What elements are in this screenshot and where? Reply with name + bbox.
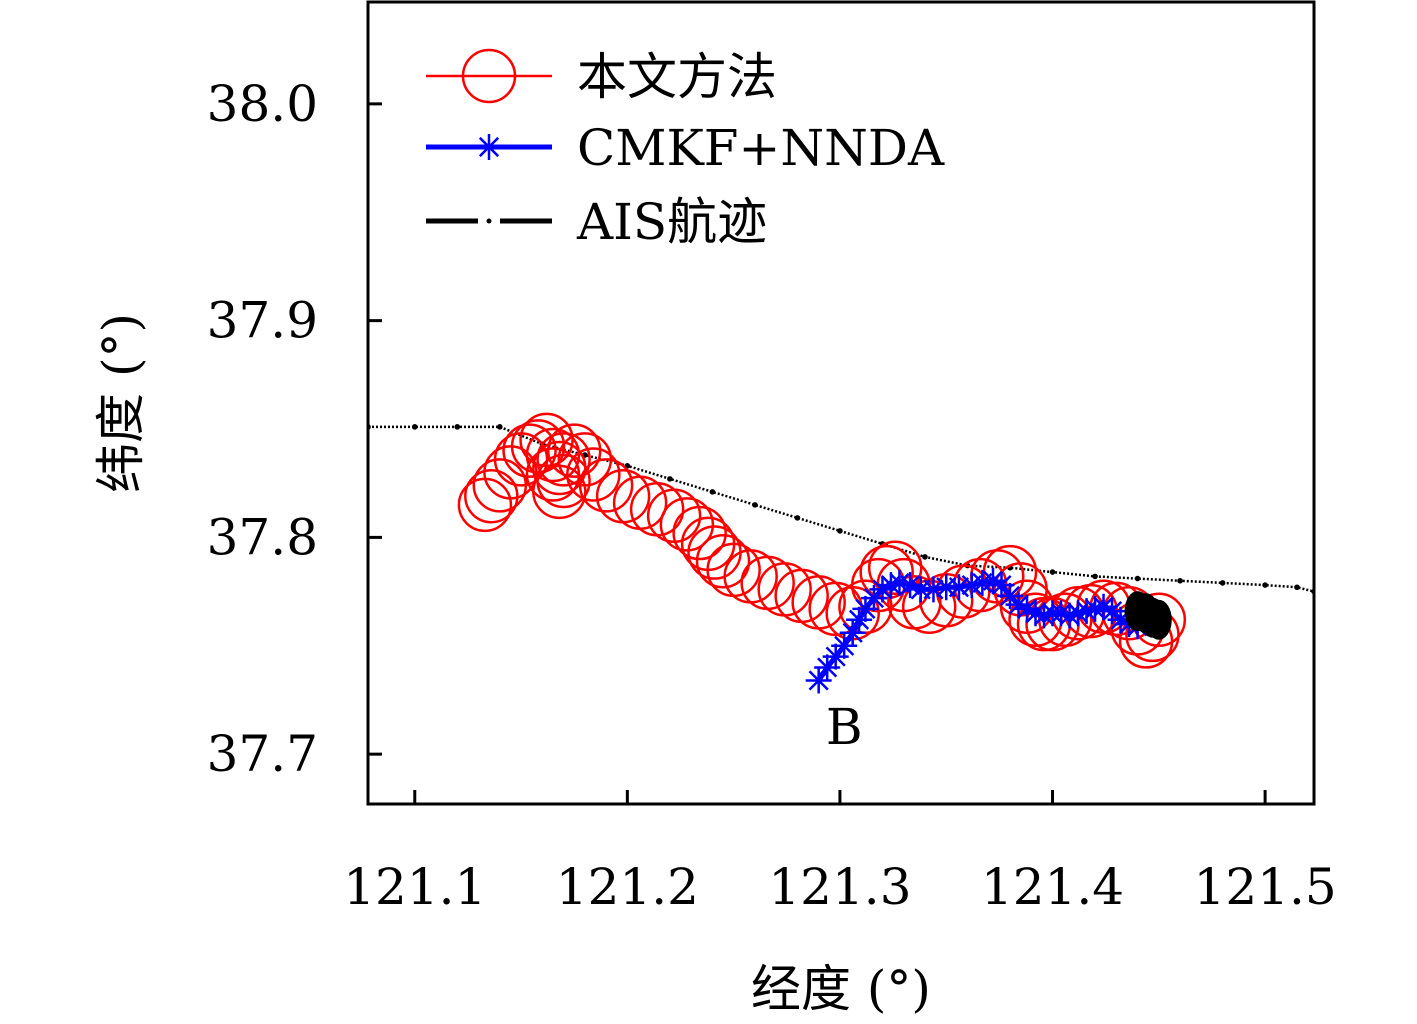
cmkf-nnda-point [1090, 593, 1117, 620]
ais-track-point [454, 424, 461, 430]
asterisk-stroke [1050, 603, 1072, 624]
legend-item-ais-track: AIS航迹 [426, 193, 767, 251]
asterisk-stroke [817, 657, 838, 678]
cmkf-nnda-point [822, 643, 849, 670]
ais-track-point [1219, 580, 1226, 586]
proposed-method-point [757, 562, 812, 617]
proposed-method-point [740, 555, 795, 611]
ais-track-point [1262, 582, 1268, 588]
x-tick-label-121.1: 121.1 [343, 858, 486, 916]
proposed-method-point [546, 423, 602, 478]
asterisk-stroke [1008, 594, 1029, 615]
y-axis-label: 纬度 (°) [92, 313, 150, 493]
cmkf-nnda-point [988, 572, 1015, 599]
proposed-method-point [791, 575, 846, 630]
ais-track-point [411, 424, 418, 430]
ais-track-point [1134, 575, 1141, 582]
proposed-method-point [464, 468, 519, 524]
ais-track-point [1049, 569, 1056, 575]
proposed-method-point [595, 468, 651, 524]
asterisk-stroke [982, 570, 1004, 591]
asterisk-stroke [1025, 603, 1046, 624]
axis-ticks: 121.1 121.2 121.3 121.4 121.5 37.7 37.8 37.9 38.… [207, 75, 1337, 916]
proposed-method-point [672, 505, 727, 561]
asterisk-stroke [1093, 596, 1114, 617]
asterisk-stroke [889, 572, 910, 593]
cmkf-nnda-point [831, 632, 858, 659]
asterisk-stroke [834, 635, 855, 656]
plot-content [368, 412, 1314, 694]
ais-track-point [709, 489, 716, 495]
cmkf-nnda-point [805, 667, 832, 694]
legend-item-proposed-method: 本文方法 [426, 48, 777, 106]
y-tick-label-38.0: 38.0 [207, 75, 318, 133]
ais-track-point [497, 424, 503, 430]
legend-ais-track-label: AIS航迹 [576, 193, 767, 251]
cmkf-nnda-point [846, 606, 873, 633]
asterisk-stroke [478, 136, 500, 158]
legend-cmkf-nnda-marker [476, 134, 502, 160]
proposed-method-point [867, 540, 923, 595]
legend-cmkf-nnda-label: CMKF+NNDA [577, 119, 945, 177]
asterisk-stroke [855, 598, 876, 619]
proposed-method-point [723, 549, 778, 604]
y-tick-label-37.7: 37.7 [207, 725, 318, 783]
x-axis-label: 经度 (°) [751, 960, 931, 1018]
series-proposed-method [457, 412, 1187, 669]
ais-track-point [752, 502, 758, 508]
annotations: B [826, 698, 863, 756]
legend-proposed-method-marker [461, 48, 517, 104]
track-end-marker [1124, 591, 1172, 640]
proposed-method-point [566, 447, 621, 502]
proposed-method-point [502, 423, 557, 478]
legend-item-cmkf-nnda: CMKF+NNDA [426, 119, 945, 177]
asterisk-stroke [1016, 598, 1038, 619]
x-tick-label-121.5: 121.5 [1194, 858, 1337, 916]
ais-track-point [922, 554, 928, 560]
proposed-method-point [612, 475, 668, 530]
asterisk-stroke [808, 670, 829, 691]
asterisk-stroke [900, 574, 921, 596]
x-tick-label-121.4: 121.4 [981, 858, 1124, 916]
y-tick-label-37.9: 37.9 [207, 292, 318, 350]
asterisk-stroke [825, 646, 846, 667]
asterisk-stroke [923, 579, 944, 600]
proposed-method-point [578, 458, 634, 513]
ais-track-point [1294, 584, 1300, 591]
ais-track-point [667, 476, 673, 482]
proposed-method-point [483, 445, 538, 500]
asterisk-stroke [948, 577, 970, 598]
cmkf-nnda-point [945, 574, 972, 601]
ais-track-point [1092, 573, 1098, 580]
ais-track-point [794, 515, 801, 521]
proposed-method-point [659, 497, 715, 552]
ais-track-point [1177, 577, 1183, 584]
cmkf-nnda-point [814, 654, 841, 681]
proposed-method-point [536, 453, 591, 509]
x-tick-label-121.3: 121.3 [768, 858, 911, 916]
cmkf-nnda-point [897, 572, 924, 599]
legend-proposed-method-label: 本文方法 [577, 48, 777, 106]
proposed-method-point [525, 447, 581, 502]
proposed-method-point [774, 568, 829, 624]
legend: 本文方法 CMKF+NNDA AIS航迹 [426, 48, 945, 251]
legend-ais-dot [486, 218, 492, 224]
ais-track-point [837, 528, 843, 534]
track-end-dot [1145, 599, 1172, 640]
annotation-label: B [826, 698, 863, 756]
proposed-method-point [525, 427, 581, 483]
y-tick-label-37.8: 37.8 [207, 508, 318, 566]
x-tick-label-121.2: 121.2 [556, 858, 699, 916]
asterisk-stroke [991, 574, 1012, 596]
proposed-method-point [536, 432, 591, 487]
proposed-method-point [695, 533, 751, 589]
ais-track-line [368, 425, 1314, 593]
